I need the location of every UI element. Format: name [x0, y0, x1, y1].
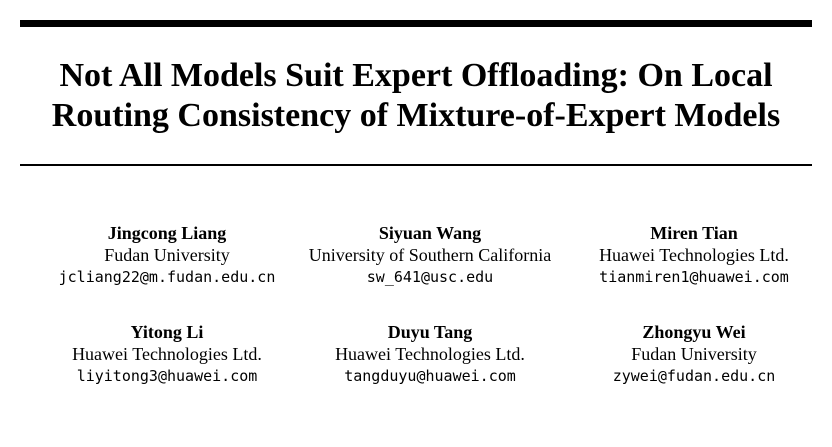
author-email: liyitong3@huawei.com — [76, 367, 258, 385]
author-affiliation: Huawei Technologies Ltd. — [599, 245, 789, 265]
title-line-1: Not All Models Suit Expert Offloading: O… — [59, 57, 773, 94]
author-affiliation: Fudan University — [631, 344, 757, 364]
author-name: Siyuan Wang — [378, 223, 482, 243]
author-affiliation: Huawei Technologies Ltd. — [335, 344, 525, 364]
author-block-zhongyu-wei: Zhongyu Wei Fudan University zywei@fudan… — [554, 321, 832, 387]
top-rule — [20, 20, 812, 27]
author-email: sw_641@usc.edu — [366, 268, 494, 286]
author-block-yitong-li: Yitong Li Huawei Technologies Ltd. liyit… — [27, 321, 307, 387]
author-block-siyuan-wang: Siyuan Wang University of Southern Calif… — [290, 222, 570, 288]
title-line-2: Routing Consistency of Mixture-of-Expert… — [51, 97, 781, 134]
author-name: Zhongyu Wei — [642, 322, 746, 342]
paper-title: Not All Models Suit Expert Offloading: O… — [20, 56, 812, 136]
author-email: zywei@fudan.edu.cn — [612, 367, 776, 385]
author-affiliation: Huawei Technologies Ltd. — [72, 344, 262, 364]
author-block-miren-tian: Miren Tian Huawei Technologies Ltd. tian… — [554, 222, 832, 288]
author-block-duyu-tang: Duyu Tang Huawei Technologies Ltd. tangd… — [290, 321, 570, 387]
title-bottom-rule — [20, 164, 812, 166]
author-affiliation: Fudan University — [104, 245, 230, 265]
author-name: Yitong Li — [130, 322, 204, 342]
author-affiliation: University of Southern California — [308, 245, 552, 265]
author-email: tangduyu@huawei.com — [344, 367, 516, 385]
author-name: Miren Tian — [650, 223, 738, 243]
author-name: Duyu Tang — [387, 322, 473, 342]
author-block-jingcong-liang: Jingcong Liang Fudan University jcliang2… — [27, 222, 307, 288]
author-name: Jingcong Liang — [107, 223, 227, 243]
author-email: jcliang22@m.fudan.edu.cn — [58, 268, 276, 286]
author-email: tianmiren1@huawei.com — [599, 268, 789, 286]
